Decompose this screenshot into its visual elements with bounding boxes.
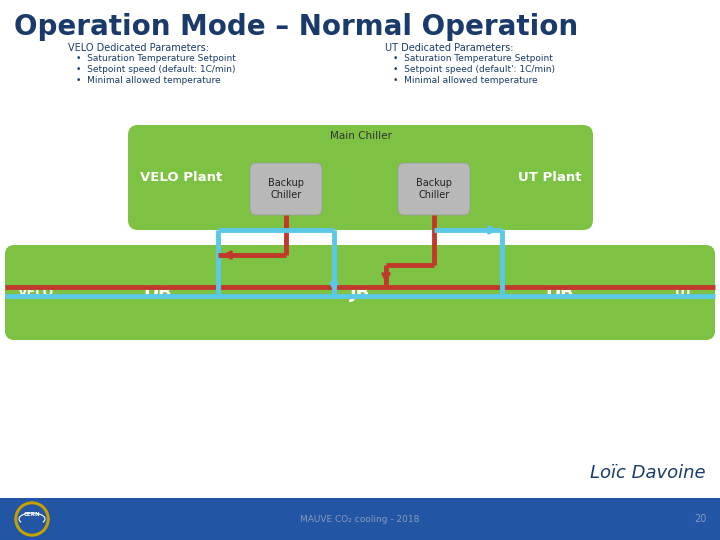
Text: •  Setpoint speed (default': 1C/min): • Setpoint speed (default': 1C/min): [393, 65, 555, 74]
FancyBboxPatch shape: [5, 245, 715, 340]
FancyBboxPatch shape: [398, 163, 470, 215]
Text: VELO: VELO: [18, 286, 54, 299]
Text: VELO Dedicated Parameters:: VELO Dedicated Parameters:: [68, 43, 209, 53]
FancyBboxPatch shape: [0, 498, 720, 540]
FancyBboxPatch shape: [128, 125, 593, 230]
Text: Loïc Davoine: Loïc Davoine: [590, 464, 706, 482]
Text: •  Minimal allowed temperature: • Minimal allowed temperature: [393, 76, 538, 85]
Text: Backup
Chiller: Backup Chiller: [416, 178, 452, 200]
Text: MAUVE CO₂ cooling - 2018: MAUVE CO₂ cooling - 2018: [300, 515, 420, 523]
Text: UT Plant: UT Plant: [518, 171, 581, 184]
Text: UT Dedicated Parameters:: UT Dedicated Parameters:: [385, 43, 513, 53]
Circle shape: [18, 505, 46, 533]
Text: Main Chiller: Main Chiller: [330, 131, 392, 141]
FancyBboxPatch shape: [250, 163, 322, 215]
Text: •  Minimal allowed temperature: • Minimal allowed temperature: [76, 76, 220, 85]
Text: CERN: CERN: [24, 512, 40, 517]
Text: UT: UT: [675, 286, 693, 299]
Text: •  Setpoint speed (default: 1C/min): • Setpoint speed (default: 1C/min): [76, 65, 235, 74]
Text: JB: JB: [350, 284, 370, 301]
Text: Backup
Chiller: Backup Chiller: [268, 178, 304, 200]
FancyBboxPatch shape: [316, 245, 404, 340]
Text: VELO Plant: VELO Plant: [140, 171, 222, 184]
Text: •  Saturation Temperature Setpoint: • Saturation Temperature Setpoint: [393, 54, 553, 63]
Text: 20: 20: [694, 514, 706, 524]
Text: DB: DB: [546, 284, 575, 301]
Text: Operation Mode – Normal Operation: Operation Mode – Normal Operation: [14, 13, 578, 41]
Text: •  Saturation Temperature Setpoint: • Saturation Temperature Setpoint: [76, 54, 236, 63]
Circle shape: [15, 502, 49, 536]
FancyBboxPatch shape: [484, 245, 636, 340]
Text: DB: DB: [144, 284, 172, 301]
FancyBboxPatch shape: [5, 245, 67, 340]
FancyBboxPatch shape: [82, 245, 234, 340]
FancyBboxPatch shape: [653, 245, 715, 340]
